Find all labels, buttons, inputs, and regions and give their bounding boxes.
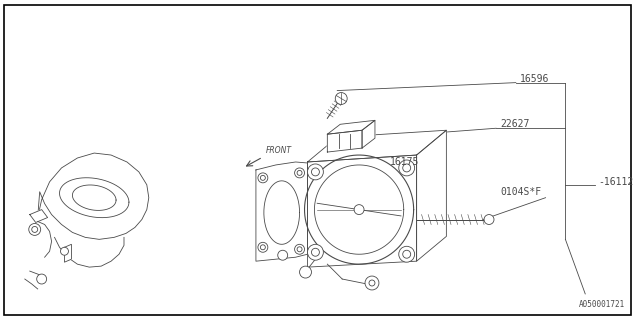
Circle shape <box>258 242 268 252</box>
Text: 16175: 16175 <box>390 157 419 167</box>
Circle shape <box>399 160 415 176</box>
Circle shape <box>260 245 266 250</box>
Circle shape <box>369 280 375 286</box>
Circle shape <box>260 175 266 180</box>
Circle shape <box>61 247 68 255</box>
Polygon shape <box>307 130 446 162</box>
Polygon shape <box>65 244 72 262</box>
Circle shape <box>297 171 302 175</box>
Text: 22627: 22627 <box>500 119 529 129</box>
Circle shape <box>258 173 268 183</box>
Polygon shape <box>256 162 307 261</box>
Circle shape <box>335 92 347 104</box>
Circle shape <box>300 266 312 278</box>
Polygon shape <box>307 155 417 267</box>
Polygon shape <box>38 153 148 239</box>
Circle shape <box>307 164 323 180</box>
Circle shape <box>294 244 305 254</box>
Polygon shape <box>29 210 47 222</box>
Polygon shape <box>362 120 375 148</box>
Circle shape <box>399 246 415 262</box>
Circle shape <box>403 164 411 172</box>
Circle shape <box>297 247 302 252</box>
Circle shape <box>278 250 287 260</box>
Text: A050001721: A050001721 <box>579 300 625 309</box>
Circle shape <box>294 168 305 178</box>
Circle shape <box>32 227 38 232</box>
Circle shape <box>36 274 47 284</box>
Circle shape <box>312 248 319 256</box>
Text: 0104S*F: 0104S*F <box>500 187 541 197</box>
Circle shape <box>312 168 319 176</box>
Circle shape <box>365 276 379 290</box>
Circle shape <box>354 204 364 214</box>
Circle shape <box>307 244 323 260</box>
Polygon shape <box>327 130 362 152</box>
Text: 16596: 16596 <box>520 74 549 84</box>
Polygon shape <box>417 130 446 261</box>
Circle shape <box>484 214 494 224</box>
Text: -16112: -16112 <box>598 177 634 187</box>
Circle shape <box>29 223 41 236</box>
Text: FRONT: FRONT <box>266 146 292 155</box>
Circle shape <box>403 250 411 258</box>
Polygon shape <box>327 120 375 134</box>
